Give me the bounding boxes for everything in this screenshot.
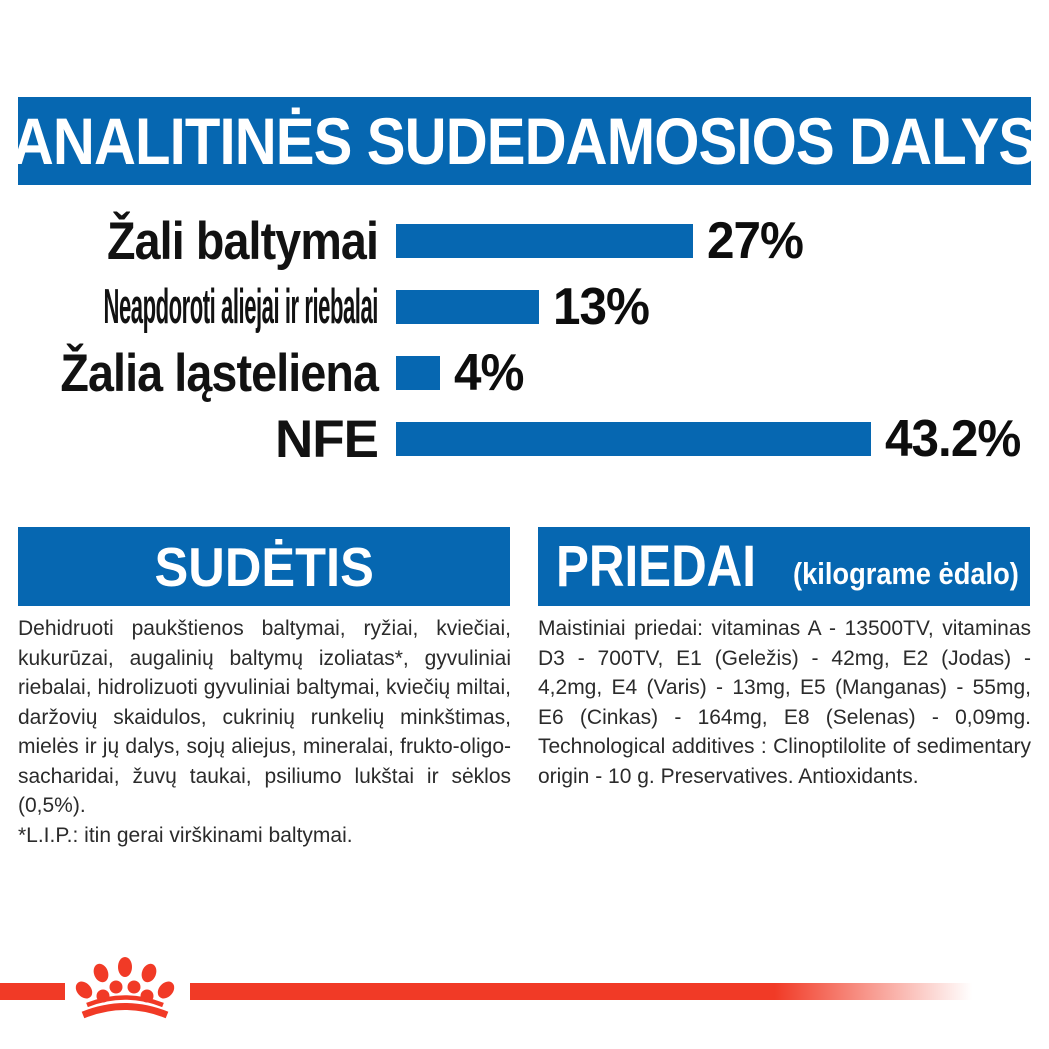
- chart-row: NFE 43.2%: [18, 406, 1031, 472]
- chart-row: Žalia ląsteliena 4%: [18, 340, 1031, 406]
- chart-row: Žali baltymai 27%: [18, 208, 1031, 274]
- additives-header: PRIEDAI (kilograme ėdalo): [538, 527, 1030, 606]
- chart-value-label: 27%: [707, 212, 804, 270]
- chart-bar: [396, 290, 539, 324]
- chart-bar: [396, 224, 693, 258]
- royal-canin-crown-icon: [75, 957, 175, 1019]
- analytical-header-title: ANALITINĖS SUDEDAMOSIOS DALYS: [12, 104, 1037, 178]
- chart-category-label: Neapdoroti aliejai ir riebalai: [18, 279, 379, 335]
- chart-category-label: Žalia ląsteliena: [18, 343, 379, 404]
- chart-category-text: Žalia ląsteliena: [60, 343, 379, 403]
- additives-title: PRIEDAI: [556, 534, 756, 599]
- chart-bar: [396, 356, 440, 390]
- composition-title: SUDĖTIS: [154, 535, 374, 598]
- composition-header: SUDĖTIS: [18, 527, 510, 606]
- chart-category-label: Žali baltymai: [18, 211, 379, 272]
- composition-note: *L.I.P.: itin gerai virškinami baltymai.: [18, 823, 353, 847]
- chart-category-text: NFE: [275, 409, 379, 469]
- analytical-chart: Žali baltymai 27% Neapdoroti aliejai ir ri…: [18, 208, 1031, 472]
- chart-value-label: 13%: [553, 278, 650, 336]
- additives-text-block: Maistiniai priedai: vitaminas A - 13500T…: [538, 614, 1031, 791]
- brand-rule-right: [190, 983, 980, 1000]
- brand-rule-left: [0, 983, 65, 1000]
- chart-category-text: Neapdoroti aliejai ir riebalai: [103, 280, 379, 334]
- chart-category-label: NFE: [18, 409, 379, 470]
- composition-text: Dehidruoti paukštienos baltymai, ryžiai,…: [18, 617, 511, 817]
- composition-text-block: Dehidruoti paukštienos baltymai, ryžiai,…: [18, 614, 511, 850]
- chart-row: Neapdoroti aliejai ir riebalai 13%: [18, 274, 1031, 340]
- chart-value-label: 43.2%: [885, 410, 1021, 468]
- additives-subtitle: (kilograme ėdalo): [793, 555, 1020, 591]
- chart-bar: [396, 422, 871, 456]
- chart-category-text: Žali baltymai: [106, 211, 379, 271]
- additives-text: Maistiniai priedai: vitaminas A - 13500T…: [538, 617, 1031, 788]
- analytical-header-banner: ANALITINĖS SUDEDAMOSIOS DALYS: [12, 97, 1038, 185]
- chart-value-label: 4%: [454, 344, 524, 402]
